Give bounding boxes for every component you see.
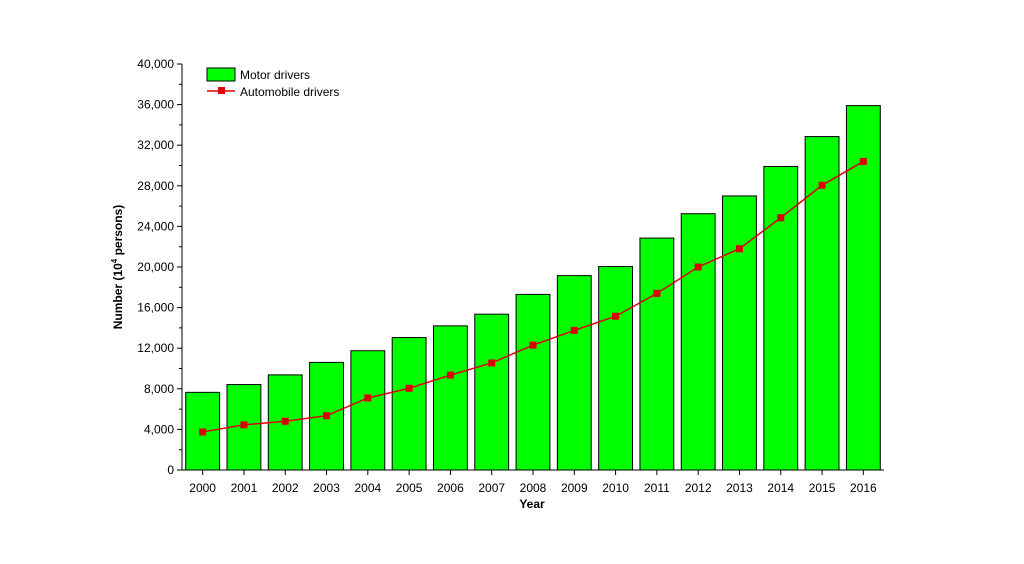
y-tick-label: 24,000: [137, 219, 174, 233]
x-tick-label: 2002: [272, 481, 299, 495]
x-axis-title: Year: [519, 497, 545, 511]
point-2015: [818, 181, 826, 189]
bar-2016: [845, 105, 881, 471]
axes-layer: 0 4,000 8,000 12,000 16,000 20,000 24,000 28,00…: [137, 57, 884, 495]
x-tick-label: 2009: [561, 481, 588, 495]
x-tick-label: 2004: [354, 481, 381, 495]
point-2005: [405, 384, 413, 392]
x-tick-label: 2000: [189, 481, 216, 495]
x-tick-label: 2014: [767, 481, 794, 495]
y-tick-label: 36,000: [137, 98, 174, 112]
point-2004: [364, 394, 372, 402]
bar-2014: [763, 166, 799, 471]
bar-2011: [639, 237, 675, 471]
x-tick-label: 2013: [726, 481, 753, 495]
bar-2004: [350, 350, 386, 471]
bar-2008: [515, 293, 551, 471]
point-2010: [612, 312, 620, 320]
x-tick-label: 2005: [396, 481, 423, 495]
bar-2006: [432, 325, 468, 471]
point-2012: [694, 263, 702, 271]
bar-2007: [474, 313, 510, 471]
point-2013: [735, 245, 743, 253]
point-2007: [488, 359, 496, 367]
y-axis-title: Number (104 persons): [110, 205, 125, 330]
legend-marker-automobile-drivers: [218, 87, 225, 94]
x-tick-label: 2010: [602, 481, 629, 495]
y-axis-title-prefix: Number (10: [111, 263, 125, 329]
legend: Motor drivers Automobile drivers: [206, 67, 339, 99]
point-2000: [199, 428, 207, 436]
bar-2010: [598, 265, 634, 471]
bar-2009: [556, 275, 592, 471]
y-axis-title-superscript: 4: [110, 258, 119, 263]
line-layer: [199, 157, 867, 436]
bar-2012: [680, 213, 716, 471]
y-tick-label: 0: [167, 463, 174, 477]
y-tick-label: 8,000: [144, 382, 174, 396]
y-tick-label: 12,000: [137, 341, 174, 355]
y-axis-title-suffix: persons): [111, 205, 125, 259]
point-2011: [653, 289, 661, 297]
point-2009: [570, 326, 578, 334]
legend-swatch-motor-drivers: [206, 67, 236, 82]
y-tick-label: 16,000: [137, 301, 174, 315]
x-tick-label: 2007: [478, 481, 505, 495]
point-2003: [323, 412, 331, 420]
point-2002: [281, 417, 289, 425]
x-tick-label: 2012: [685, 481, 712, 495]
point-2001: [240, 421, 248, 429]
y-tick-label: 40,000: [137, 57, 174, 71]
point-2008: [529, 341, 537, 349]
point-2006: [446, 371, 454, 379]
bar-2013: [722, 195, 757, 471]
x-tick-label: 2006: [437, 481, 464, 495]
x-tick-label: 2008: [520, 481, 547, 495]
x-tick-label: 2001: [231, 481, 258, 495]
y-tick-label: 4,000: [144, 422, 174, 436]
y-tick-label: 32,000: [137, 138, 174, 152]
bars-layer: [185, 105, 881, 471]
x-tick-label: 2016: [850, 481, 877, 495]
legend-label-motor-drivers: Motor drivers: [240, 68, 310, 82]
x-tick-label: 2011: [644, 481, 670, 495]
point-2014: [777, 214, 785, 222]
y-tick-label: 28,000: [137, 179, 174, 193]
x-tick-label: 2015: [809, 481, 836, 495]
bar-2005: [391, 337, 427, 471]
legend-label-automobile-drivers: Automobile drivers: [240, 85, 339, 99]
point-2016: [859, 157, 867, 165]
y-tick-label: 20,000: [137, 260, 174, 274]
x-tick-label: 2003: [313, 481, 340, 495]
